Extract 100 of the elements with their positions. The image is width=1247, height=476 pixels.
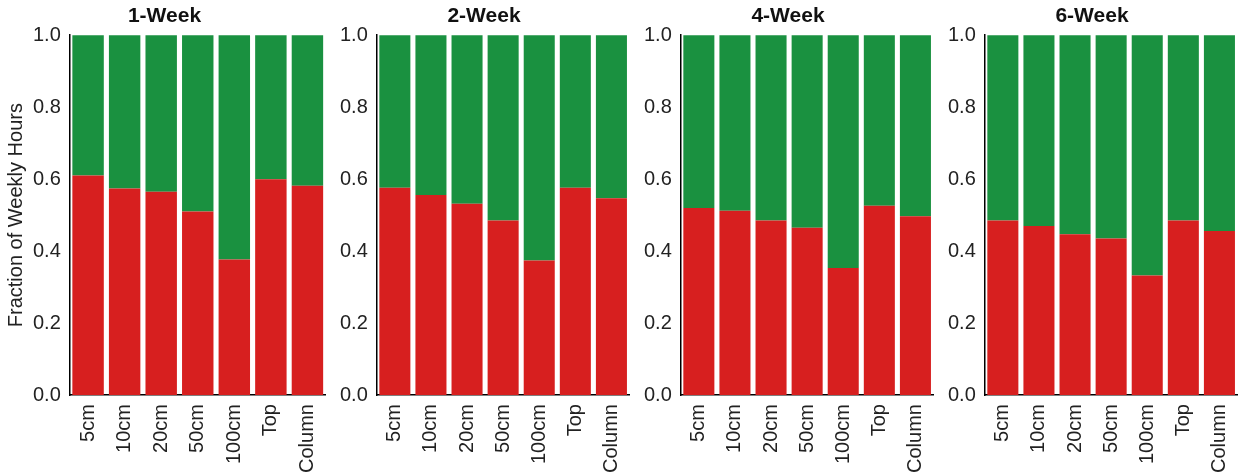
- bar: [1167, 220, 1199, 396]
- chart-title: 6-Week: [1055, 3, 1129, 27]
- x-tick-label: 100cm: [526, 404, 549, 465]
- x-tick-label: 50cm: [1098, 404, 1121, 453]
- x-tick-label: 50cm: [185, 404, 208, 453]
- bar: [1095, 35, 1127, 239]
- y-tick-label: 0.8: [339, 94, 368, 117]
- bar: [755, 35, 787, 221]
- bar: [379, 35, 411, 188]
- y-tick-label: 0.2: [32, 310, 61, 333]
- chart-title: 2-Week: [447, 3, 521, 27]
- y-tick-label: 0.4: [32, 238, 61, 261]
- bar: [683, 35, 715, 208]
- bar: [899, 216, 931, 396]
- x-tick-label: 5cm: [75, 404, 98, 442]
- bar: [487, 220, 519, 396]
- y-tick-label: 0.4: [339, 238, 368, 261]
- bar: [523, 260, 555, 396]
- bar: [719, 210, 751, 396]
- y-tick-label: 0.8: [947, 94, 976, 117]
- y-tick-label: 0.2: [643, 310, 672, 333]
- bar: [1023, 35, 1055, 226]
- bar: [755, 220, 787, 396]
- bar: [72, 175, 104, 396]
- y-tick-label: 0.6: [643, 166, 672, 189]
- bar: [415, 194, 447, 396]
- bar: [182, 35, 214, 212]
- bar: [487, 35, 519, 221]
- bar: [1203, 230, 1235, 396]
- y-tick-label: 0.6: [947, 166, 976, 189]
- bar: [108, 35, 141, 189]
- bar: [719, 35, 751, 211]
- bar: [255, 35, 287, 180]
- x-tick-label: Column: [902, 404, 925, 474]
- bar: [987, 35, 1019, 221]
- y-axis-title: Fraction of Weekly Hours: [3, 103, 26, 328]
- y-tick-label: 0.8: [643, 94, 672, 117]
- x-tick-label: Top: [1170, 404, 1193, 437]
- bar: [218, 259, 251, 396]
- x-tick-label: 100cm: [1134, 404, 1157, 465]
- bar: [1131, 35, 1163, 276]
- bar: [451, 35, 483, 204]
- x-tick-label: 50cm: [490, 404, 513, 453]
- bar: [145, 35, 177, 192]
- x-tick-label: 50cm: [794, 404, 817, 453]
- y-tick-label: 0.0: [32, 382, 61, 405]
- y-tick-label: 0.6: [339, 166, 368, 189]
- x-tick-label: 20cm: [148, 404, 171, 453]
- chart-title: 1-Week: [127, 3, 202, 27]
- bar: [451, 203, 483, 396]
- y-tick-label: 1.0: [339, 22, 368, 45]
- bar: [559, 35, 591, 188]
- bar: [255, 179, 287, 396]
- y-tick-label: 1.0: [32, 22, 61, 45]
- x-tick-label: 100cm: [221, 404, 244, 465]
- x-tick-label: Top: [562, 404, 585, 437]
- x-tick-label: Column: [598, 404, 621, 474]
- bar: [827, 35, 859, 269]
- bar: [145, 191, 177, 396]
- x-tick-label: 5cm: [382, 404, 405, 442]
- bar: [1095, 238, 1127, 396]
- bar: [1059, 234, 1091, 396]
- y-tick-label: 0.6: [32, 166, 61, 189]
- bar: [791, 227, 823, 396]
- bar: [291, 185, 324, 396]
- bar: [1131, 275, 1163, 396]
- bar: [72, 35, 104, 176]
- bar: [1059, 35, 1091, 235]
- bar: [415, 35, 447, 195]
- bar: [379, 187, 411, 396]
- x-tick-label: 20cm: [1062, 404, 1085, 453]
- bar: [1167, 35, 1199, 221]
- y-tick-label: 0.2: [339, 310, 368, 333]
- y-tick-label: 1.0: [643, 22, 672, 45]
- x-tick-label: 10cm: [112, 404, 135, 453]
- bar: [791, 35, 823, 228]
- y-tick-label: 0.8: [32, 94, 61, 117]
- y-tick-label: 0.0: [339, 382, 368, 405]
- x-tick-label: Column: [1206, 404, 1229, 474]
- bar: [863, 205, 895, 396]
- bar: [182, 211, 214, 396]
- y-tick-label: 0.4: [643, 238, 672, 261]
- bar: [827, 268, 859, 396]
- bar: [291, 35, 324, 186]
- bar: [899, 35, 931, 217]
- x-tick-label: Column: [294, 404, 317, 474]
- bar: [595, 35, 627, 199]
- bar: [683, 207, 715, 396]
- bar: [523, 35, 555, 261]
- y-tick-label: 0.2: [947, 310, 976, 333]
- x-tick-label: 10cm: [1026, 404, 1049, 453]
- x-tick-label: Top: [866, 404, 889, 437]
- bar: [863, 35, 895, 206]
- x-tick-label: 10cm: [722, 404, 745, 453]
- bar: [1023, 225, 1055, 396]
- bar: [987, 220, 1019, 396]
- chart-title: 4-Week: [751, 3, 825, 27]
- y-tick-label: 0.0: [643, 382, 672, 405]
- x-tick-label: 10cm: [418, 404, 441, 453]
- x-tick-label: Top: [258, 404, 281, 437]
